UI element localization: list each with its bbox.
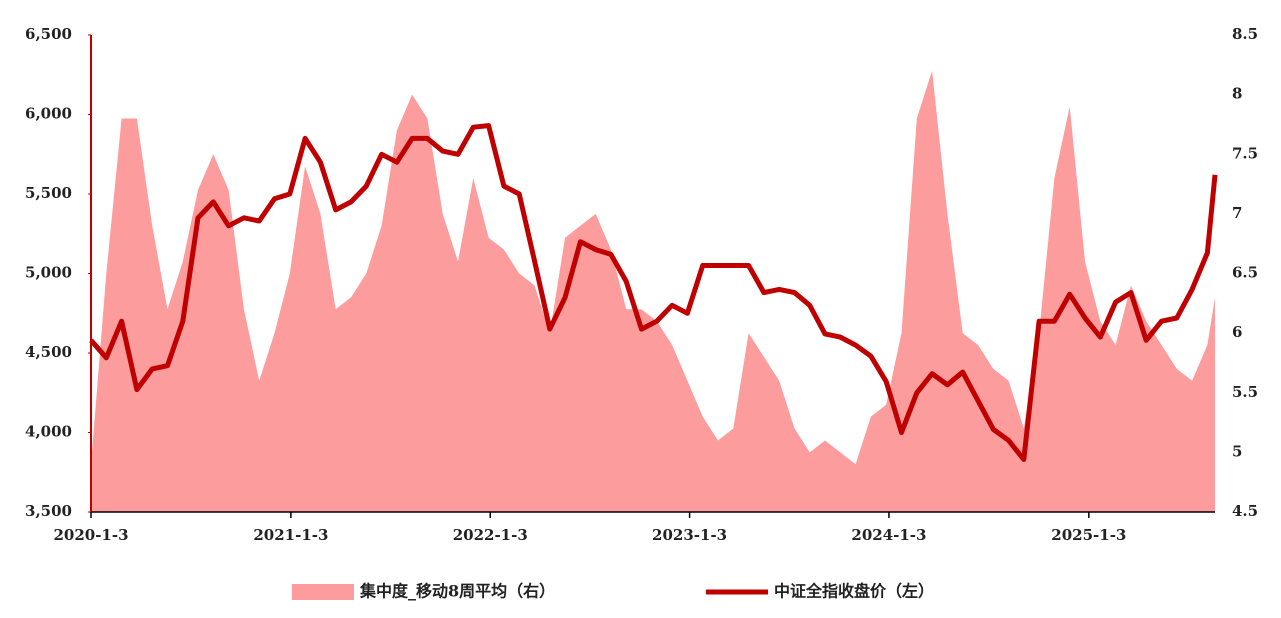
y-tick-label: 6,000 bbox=[25, 105, 72, 123]
area bbox=[91, 70, 1215, 513]
y-tick-label: 3,500 bbox=[25, 502, 72, 520]
y2-tick-label: 5.5 bbox=[1232, 383, 1258, 401]
y-tick-label: 5,000 bbox=[25, 264, 72, 282]
y-tick-label: 5,500 bbox=[25, 184, 72, 202]
legend-label: 集中度_移动8周平均（右） bbox=[359, 582, 555, 601]
legend-label: 中证全指收盘价（左） bbox=[774, 582, 934, 601]
x-tick-label: 2020-1-3 bbox=[53, 526, 128, 544]
x-tick-label: 2021-1-3 bbox=[253, 526, 328, 544]
x-tick-label: 2023-1-3 bbox=[652, 526, 727, 544]
y-tick-label: 4,000 bbox=[25, 423, 72, 441]
y2-tick-label: 8.5 bbox=[1232, 25, 1258, 43]
x-tick-label: 2025-1-3 bbox=[1051, 526, 1126, 544]
y2-tick-label: 4.5 bbox=[1232, 502, 1258, 520]
y2-tick-label: 7.5 bbox=[1232, 144, 1258, 162]
legend-swatch bbox=[292, 584, 354, 600]
y-tick-label: 4,500 bbox=[25, 343, 72, 361]
y2-tick-label: 6 bbox=[1232, 323, 1242, 341]
y2-tick-label: 8 bbox=[1232, 85, 1242, 103]
legend: 集中度_移动8周平均（右） 中证全指收盘价（左） bbox=[292, 582, 934, 601]
x-tick-label: 2024-1-3 bbox=[851, 526, 926, 544]
y2-tick-label: 7 bbox=[1232, 204, 1242, 222]
y2-tick-label: 5 bbox=[1232, 442, 1242, 460]
y-tick-label: 6,500 bbox=[25, 25, 72, 43]
y2-tick-label: 6.5 bbox=[1232, 264, 1258, 282]
line bbox=[89, 123, 1218, 462]
x-tick-label: 2022-1-3 bbox=[453, 526, 528, 544]
